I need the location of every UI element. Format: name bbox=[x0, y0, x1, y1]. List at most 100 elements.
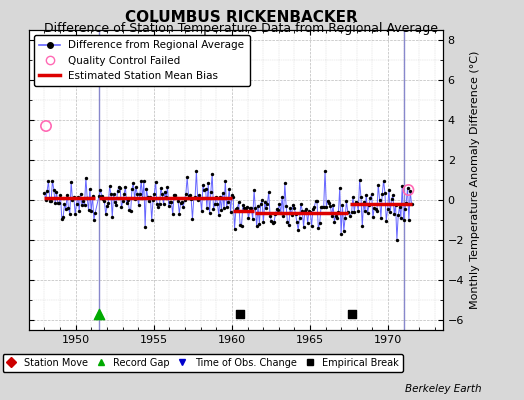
Point bbox=[72, 201, 81, 207]
Text: Berkeley Earth: Berkeley Earth bbox=[406, 384, 482, 394]
Point bbox=[275, 201, 283, 207]
Point bbox=[42, 123, 50, 129]
Point bbox=[353, 200, 361, 207]
Point bbox=[146, 194, 155, 200]
Point bbox=[169, 211, 177, 217]
Point bbox=[188, 216, 196, 222]
Point bbox=[279, 213, 288, 219]
Point bbox=[242, 205, 250, 212]
Point bbox=[333, 215, 341, 222]
Point bbox=[396, 204, 404, 210]
Point bbox=[161, 189, 169, 196]
Point bbox=[157, 185, 165, 191]
Point bbox=[318, 204, 326, 210]
Point bbox=[321, 168, 329, 174]
Point bbox=[166, 198, 174, 205]
Point bbox=[221, 178, 230, 184]
Point bbox=[305, 208, 313, 214]
Point bbox=[124, 197, 132, 203]
Point bbox=[196, 195, 204, 202]
Point bbox=[55, 200, 63, 206]
Point bbox=[208, 171, 216, 177]
Point bbox=[59, 214, 68, 220]
Point bbox=[379, 178, 388, 184]
Point bbox=[40, 189, 49, 196]
Point bbox=[115, 184, 123, 190]
Point bbox=[206, 188, 215, 195]
Point bbox=[262, 205, 270, 212]
Point bbox=[68, 197, 77, 204]
Point bbox=[179, 204, 188, 210]
Point bbox=[142, 186, 150, 192]
Point bbox=[243, 204, 252, 210]
Point bbox=[294, 226, 302, 233]
Point bbox=[281, 180, 289, 186]
Point bbox=[116, 184, 124, 191]
Point bbox=[303, 220, 312, 226]
Point bbox=[270, 219, 278, 225]
Point bbox=[102, 211, 110, 218]
Point bbox=[244, 215, 253, 222]
Point bbox=[313, 198, 321, 205]
Point bbox=[390, 211, 398, 217]
Point bbox=[201, 186, 210, 192]
Point bbox=[272, 206, 281, 212]
Point bbox=[323, 197, 332, 204]
Point bbox=[361, 208, 369, 214]
Point bbox=[403, 185, 412, 191]
Point bbox=[401, 206, 409, 212]
Point bbox=[58, 216, 66, 222]
Point bbox=[357, 194, 365, 200]
Point bbox=[74, 194, 82, 200]
Point bbox=[259, 219, 268, 225]
Point bbox=[78, 202, 86, 208]
Point bbox=[266, 212, 274, 219]
Point bbox=[223, 204, 231, 210]
Point bbox=[407, 201, 416, 207]
Point bbox=[130, 196, 139, 202]
Point bbox=[235, 311, 244, 317]
Point bbox=[41, 196, 50, 203]
Point bbox=[239, 202, 247, 208]
Point bbox=[175, 210, 183, 217]
Point bbox=[228, 192, 236, 199]
Point bbox=[293, 219, 301, 226]
Point bbox=[372, 206, 380, 212]
Point bbox=[236, 222, 244, 228]
Point bbox=[354, 208, 363, 214]
Point bbox=[203, 205, 211, 211]
Point bbox=[309, 206, 317, 212]
Point bbox=[308, 222, 316, 229]
Point bbox=[77, 191, 85, 197]
Point bbox=[52, 189, 61, 195]
Point bbox=[113, 188, 122, 194]
Point bbox=[51, 200, 59, 206]
Point bbox=[96, 187, 105, 193]
Point bbox=[199, 182, 207, 189]
Point bbox=[191, 194, 199, 200]
Point bbox=[64, 205, 73, 211]
Point bbox=[263, 201, 271, 207]
Point bbox=[141, 224, 149, 230]
Point bbox=[118, 198, 127, 205]
Point bbox=[253, 223, 261, 229]
Point bbox=[398, 183, 407, 189]
Point bbox=[150, 191, 159, 197]
Point bbox=[125, 207, 134, 213]
Point bbox=[183, 174, 191, 180]
Point bbox=[402, 199, 410, 206]
Point bbox=[204, 179, 212, 186]
Point bbox=[200, 186, 209, 193]
Point bbox=[195, 192, 203, 198]
Point bbox=[265, 189, 273, 195]
Point bbox=[75, 208, 83, 214]
Point bbox=[111, 199, 119, 206]
Point bbox=[182, 190, 190, 197]
Point bbox=[126, 208, 135, 214]
Point bbox=[370, 204, 378, 211]
Point bbox=[291, 211, 300, 217]
Point bbox=[326, 203, 334, 209]
Point bbox=[103, 203, 111, 209]
Point bbox=[358, 223, 366, 230]
Point bbox=[283, 219, 292, 226]
